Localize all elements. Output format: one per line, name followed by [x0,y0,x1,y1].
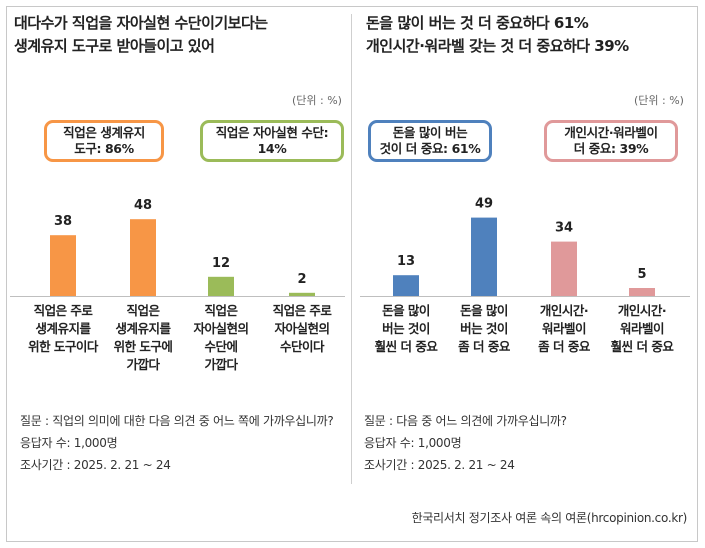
right-category-label-1-line-2: 버는 것이 [382,321,430,336]
right-title-line1: 돈을 많이 버는 것 더 중요하다 61% [366,14,589,32]
left-bar-chart: 38 48 12 2 [10,198,345,297]
right-bar-1 [393,275,419,296]
left-bar-1 [50,235,76,296]
left-callout-selfrealization: 직업은 자아실현 수단: 14% [200,120,344,162]
right-callout2-line1: 개인시간·워라벨이 [564,125,658,140]
left-title: 대다수가 직업을 자아실현 수단이기보다는 생계유지 도구로 받아들이고 있어 [14,12,268,58]
right-value-label-2: 49 [475,197,493,212]
left-period: 조사기간 : 2025. 2. 21 ~ 24 [20,458,171,472]
right-respondents: 응답자 수: 1,000명 [364,436,462,450]
right-title: 돈을 많이 버는 것 더 중요하다 61% 개인시간·워라벨 갖는 것 더 중요… [366,12,629,58]
left-category-label-2-line-1: 직업은 [126,303,160,318]
left-value-label-2: 48 [134,198,152,213]
right-bar-2 [471,217,497,296]
left-category-label-3-line-2: 자아실현의 [193,321,249,336]
left-category-label-4-line-1: 직업은 주로 [272,303,332,318]
right-category-label-2-line-2: 버는 것이 [460,321,508,336]
right-category-label-2-line-1: 돈을 많이 [460,303,508,318]
left-bar-3 [208,276,234,296]
right-question: 질문 : 다음 중 어느 의견에 가까우십니까? [364,414,567,428]
right-callout-worklife: 개인시간·워라벨이 더 중요: 39% [544,120,678,162]
left-callout1-line2: 도구: 86% [74,141,134,156]
panel-divider [351,14,352,484]
left-category-label-1-line-2: 생계유지를 [35,321,91,336]
left-category-label-4-line-3: 수단이다 [279,339,325,354]
right-value-label-3: 34 [555,221,573,236]
right-value-label-1: 13 [397,254,415,269]
left-callout2-line1: 직업은 자아실현 수단: [215,125,329,140]
right-callout-money: 돈을 많이 버는 것이 더 중요: 61% [368,120,492,162]
right-category-label-1-line-1: 돈을 많이 [382,303,430,318]
source-credit: 한국리서치 정기조사 여론 속의 여론(hrcopinion.co.kr) [411,511,688,525]
right-category-label-4-line-1: 개인시간· [617,303,667,318]
left-value-label-1: 38 [54,214,72,229]
right-panel: 돈을 많이 버는 것 더 중요하다 61% 개인시간·워라벨 갖는 것 더 중요… [352,0,698,480]
right-unit-label: (단위 : %) [634,94,684,107]
right-category-label-4-line-2: 워라벨이 [619,321,665,336]
right-callout2-line2: 더 중요: 39% [573,141,649,156]
right-callout1-line2: 것이 더 중요: 61% [379,141,481,156]
left-callout2-line2: 14% [257,141,287,156]
right-period: 조사기간 : 2025. 2. 21 ~ 24 [364,458,515,472]
right-category-label-4-line-3: 훨씬 더 중요 [610,339,674,354]
right-category-label-3-line-1: 개인시간· [539,303,589,318]
left-category-label-1-line-1: 직업은 주로 [33,303,93,318]
right-title-line2: 개인시간·워라벨 갖는 것 더 중요하다 39% [366,37,629,55]
figure-frame [6,6,698,542]
left-panel: 대다수가 직업을 자아실현 수단이기보다는 생계유지 도구로 받아들이고 있어 … [0,0,351,480]
left-category-label-1-line-3: 위한 도구이다 [28,339,98,354]
left-category-label-3-line-1: 직업은 [204,303,238,318]
right-category-label-2-line-3: 좀 더 중요 [458,339,510,354]
left-value-label-4: 2 [297,272,306,287]
left-category-label-2-line-4: 가깝다 [126,357,160,372]
right-notes: 질문 : 다음 중 어느 의견에 가까우십니까? 응답자 수: 1,000명 조… [364,410,567,476]
left-callout-livelihood: 직업은 생계유지 도구: 86% [44,120,164,162]
right-bar-chart: 13 49 34 5 [360,197,690,297]
left-title-line2: 생계유지 도구로 받아들이고 있어 [14,37,215,55]
right-bar-3 [551,241,577,296]
left-category-label-4-line-2: 자아실현의 [274,321,330,336]
left-question: 질문 : 직업의 의미에 대한 다음 의견 중 어느 쪽에 가까우십니까? [20,414,334,428]
left-bar-2 [130,219,156,296]
left-notes: 질문 : 직업의 의미에 대한 다음 의견 중 어느 쪽에 가까우십니까? 응답… [20,410,334,476]
left-value-label-3: 12 [212,256,230,271]
left-category-label-3-line-4: 가깝다 [204,357,238,372]
left-respondents: 응답자 수: 1,000명 [20,436,118,450]
right-bar-4 [629,288,655,296]
right-category-label-3-line-3: 좀 더 중요 [538,339,590,354]
left-title-line1: 대다수가 직업을 자아실현 수단이기보다는 [14,14,268,32]
left-category-label-2-line-3: 위한 도구에 [113,339,173,354]
right-category-label-3-line-2: 워라벨이 [541,321,587,336]
left-bar-4 [289,292,315,296]
right-value-label-4: 5 [637,267,646,282]
right-category-label-1-line-3: 훨씬 더 중요 [374,339,438,354]
left-unit-label: (단위 : %) [292,94,342,107]
left-category-label-2-line-2: 생계유지를 [115,321,171,336]
left-callout1-line1: 직업은 생계유지 [63,125,145,140]
right-callout1-line1: 돈을 많이 버는 [392,125,468,140]
left-category-label-3-line-3: 수단에 [204,339,238,354]
